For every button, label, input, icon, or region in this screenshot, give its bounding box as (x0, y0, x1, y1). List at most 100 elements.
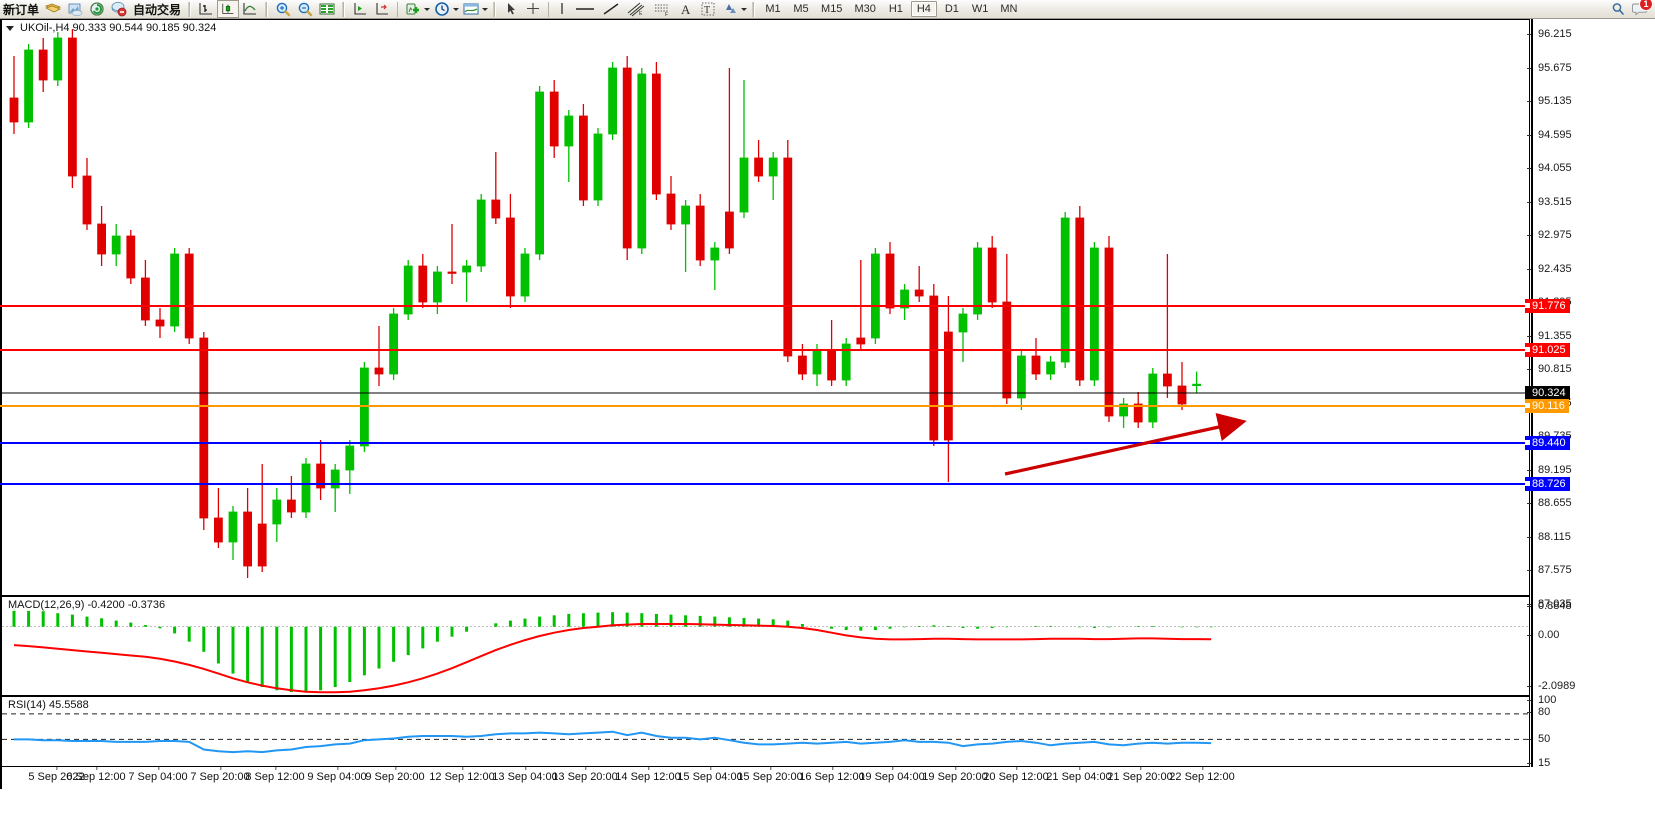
trendline-icon[interactable] (599, 0, 623, 18)
time-axis-label: 21 Sep 20:00 (1107, 767, 1173, 783)
period-icon[interactable] (431, 0, 453, 18)
symbol-ohlc-text: UKOil-,H4 90.333 90.544 90.185 90.324 (20, 22, 217, 34)
chart-shift-icon[interactable] (371, 0, 393, 18)
svg-text:F: F (665, 12, 668, 17)
time-axis-label: 15 Sep 04:00 (677, 767, 743, 783)
folder-icon[interactable] (42, 0, 64, 18)
horizontal-line-icon[interactable] (571, 0, 599, 18)
bar-chart-icon[interactable] (195, 0, 217, 18)
timeframe-w1[interactable]: W1 (971, 3, 989, 15)
price-tick-label: 93.515 (1538, 196, 1572, 208)
price-tick: 96.215 (1527, 28, 1572, 41)
price-tick-label: 87.575 (1538, 564, 1572, 576)
macd-pane[interactable]: MACD(12,26,9) -0.4200 -0.3736 (0, 595, 1530, 695)
timeframe-m5[interactable]: M5 (793, 3, 809, 15)
period-dropdown-caret[interactable] (453, 1, 460, 17)
timeframe-h1[interactable]: H1 (888, 3, 903, 15)
time-axis-label: 7 Sep 04:00 (128, 767, 188, 783)
time-axis-label: 13 Sep 04:00 (492, 767, 558, 783)
toolbar-separator (265, 1, 269, 17)
fibonacci-icon[interactable]: F (649, 0, 675, 18)
shapes-icon[interactable] (719, 0, 741, 18)
candlestick-chart-icon[interactable] (217, 0, 240, 18)
templates-dropdown-caret[interactable] (482, 1, 489, 17)
timeframe-m30[interactable]: M30 (854, 3, 876, 15)
rsi-tick-label: 50 (1538, 733, 1551, 745)
chart-area[interactable]: UKOil-,H4 90.333 90.544 90.185 90.324 MA… (0, 19, 1655, 818)
resistance-level-1-tag[interactable]: 91.776 (1525, 299, 1570, 313)
support-level-1-tag[interactable]: 89.440 (1525, 436, 1570, 450)
support-level-2-tag[interactable]: 88.726 (1525, 477, 1570, 491)
toolbar-separator (752, 1, 756, 17)
cursor-icon[interactable] (500, 0, 522, 18)
macd-tick-label: 0.8848 (1538, 600, 1572, 612)
expert-advisor-icon[interactable] (108, 0, 130, 18)
macd-tick: 0.8848 (1527, 600, 1572, 613)
rsi-tick-label: 100 (1538, 694, 1557, 706)
templates-icon[interactable] (460, 0, 482, 18)
market-watch-icon[interactable] (86, 0, 108, 18)
toolbar-divider (548, 1, 550, 17)
bottom-strip (0, 789, 1655, 818)
equidistant-channel-icon[interactable]: E (623, 0, 649, 18)
zoom-out-icon[interactable] (294, 0, 316, 18)
time-scale[interactable]: 5 Sep 2022 6 Sep 12:00 7 Sep 04:00 7 Sep 20… (0, 767, 1530, 789)
text-label-icon[interactable]: T (697, 0, 719, 18)
level-handle[interactable] (1525, 347, 1530, 352)
support-level-2-value: 88.726 (1532, 478, 1566, 490)
time-axis-label: 19 Sep 04:00 (859, 767, 925, 783)
zoom-in-icon[interactable] (272, 0, 294, 18)
timeframe-h4[interactable]: H4 (910, 1, 937, 17)
auto-scroll-icon[interactable] (349, 0, 371, 18)
price-tick-label: 90.815 (1538, 363, 1572, 375)
price-scale[interactable]: 96.215 95.675 95.135 94.595 94.055 93.515 92.9… (1525, 19, 1655, 769)
timeframe-m1[interactable]: M1 (765, 3, 781, 15)
line-chart-icon[interactable] (239, 0, 261, 18)
time-axis-label: 9 Sep 20:00 (365, 767, 425, 783)
level-handle[interactable] (1525, 403, 1530, 408)
price-tick-label: 88.655 (1538, 497, 1572, 509)
vertical-line-icon[interactable] (553, 0, 571, 18)
price-tick: 89.195 (1527, 464, 1572, 477)
time-axis-label: 9 Sep 04:00 (307, 767, 367, 783)
price-tick-label: 94.055 (1538, 162, 1572, 174)
auto-trading-button[interactable]: 自动交易 (133, 2, 182, 17)
price-tick: 94.595 (1527, 129, 1572, 142)
price-tick: 92.975 (1527, 229, 1572, 242)
data-window-icon[interactable] (316, 0, 338, 18)
rsi-plot (2, 713, 1529, 754)
time-axis-label: 20 Sep 12:00 (983, 767, 1049, 783)
chart-menu-caret-icon[interactable] (6, 25, 14, 31)
price-tick-label: 88.115 (1538, 531, 1571, 543)
new-order-button[interactable]: 新订单 (3, 2, 40, 17)
bid-price-tag[interactable]: 90.116 (1525, 399, 1569, 413)
shapes-dropdown-caret[interactable] (741, 1, 748, 17)
text-icon[interactable]: A (675, 0, 697, 18)
price-tick: 87.575 (1527, 564, 1572, 577)
indicators-icon[interactable] (402, 0, 424, 18)
macd-tick: 0.00 (1526, 629, 1559, 642)
macd-plot (2, 608, 1529, 694)
toolbar-separator (493, 1, 497, 17)
search-icon[interactable] (1607, 0, 1629, 18)
current-price-tag[interactable]: 90.324 (1525, 386, 1570, 400)
indicators-dropdown-caret[interactable] (424, 1, 431, 17)
timeframe-d1[interactable]: D1 (944, 3, 959, 15)
timeframe-m15[interactable]: M15 (821, 3, 843, 15)
price-tick-label: 95.675 (1538, 62, 1572, 74)
alerts-icon[interactable]: 1 (1629, 0, 1653, 18)
level-handle[interactable] (1525, 303, 1530, 308)
rsi-pane[interactable]: RSI(14) 45.5588 (0, 695, 1530, 767)
time-axis-label: 12 Sep 12:00 (429, 767, 495, 783)
profiles-icon[interactable] (64, 0, 86, 18)
price-tick-label: 94.595 (1538, 129, 1572, 141)
level-handle[interactable] (1525, 481, 1530, 486)
level-handle[interactable] (1525, 440, 1530, 445)
timeframe-mn[interactable]: MN (1000, 3, 1018, 15)
crosshair-icon[interactable] (522, 0, 544, 18)
price-tick: 88.115 (1527, 531, 1571, 544)
price-chart-pane[interactable]: UKOil-,H4 90.333 90.544 90.185 90.324 (0, 19, 1530, 595)
resistance-level-2-tag[interactable]: 91.025 (1525, 343, 1570, 357)
rsi-tick: 50 (1526, 733, 1551, 746)
